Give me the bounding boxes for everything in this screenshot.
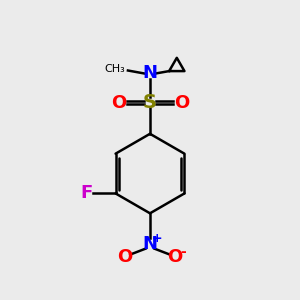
Text: CH₃: CH₃ bbox=[104, 64, 125, 74]
Text: O: O bbox=[117, 248, 133, 266]
Text: N: N bbox=[142, 235, 158, 253]
Text: O: O bbox=[174, 94, 189, 112]
Text: O: O bbox=[167, 248, 183, 266]
Text: N: N bbox=[142, 64, 158, 82]
Text: S: S bbox=[143, 93, 157, 112]
Text: +: + bbox=[152, 232, 163, 245]
Text: F: F bbox=[80, 184, 92, 202]
Text: -: - bbox=[180, 245, 186, 259]
Text: O: O bbox=[111, 94, 126, 112]
